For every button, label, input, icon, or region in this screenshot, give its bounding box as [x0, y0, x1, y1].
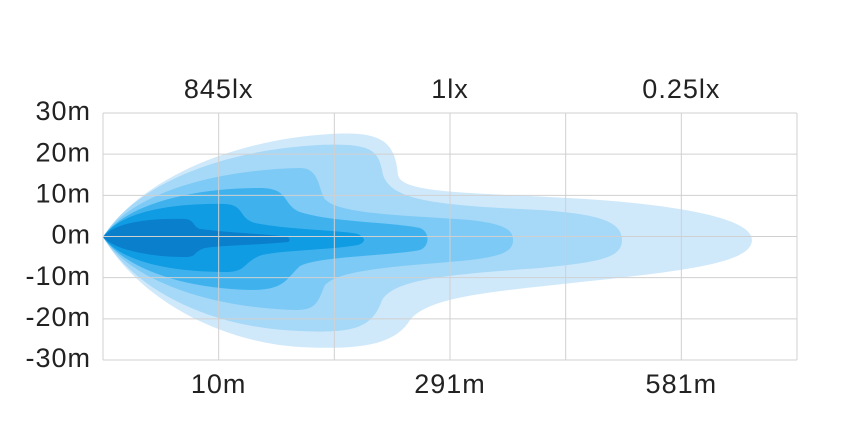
lux-label: 0.25lx: [642, 74, 720, 104]
axes: 30m 20m 10m 0m -10m -20m -30m 10m 845lx 291m 1lx 58…: [25, 74, 798, 399]
y-tick-label: -10m: [25, 261, 91, 291]
x-tick-label: 581m: [646, 369, 718, 399]
x-tick-label: 291m: [414, 369, 486, 399]
y-tick-label: -20m: [25, 302, 91, 332]
beam-contours: [103, 133, 752, 348]
y-tick-label: 0m: [51, 220, 91, 250]
lux-label: 1lx: [431, 74, 469, 104]
contour-level-6: [103, 218, 290, 257]
lux-label: 845lx: [184, 74, 254, 104]
x-tick-label: 10m: [191, 369, 247, 399]
y-tick-label: -30m: [25, 343, 91, 373]
y-tick-label: 20m: [35, 137, 91, 167]
y-tick-label: 10m: [35, 178, 91, 208]
y-tick-label: 30m: [35, 96, 91, 126]
